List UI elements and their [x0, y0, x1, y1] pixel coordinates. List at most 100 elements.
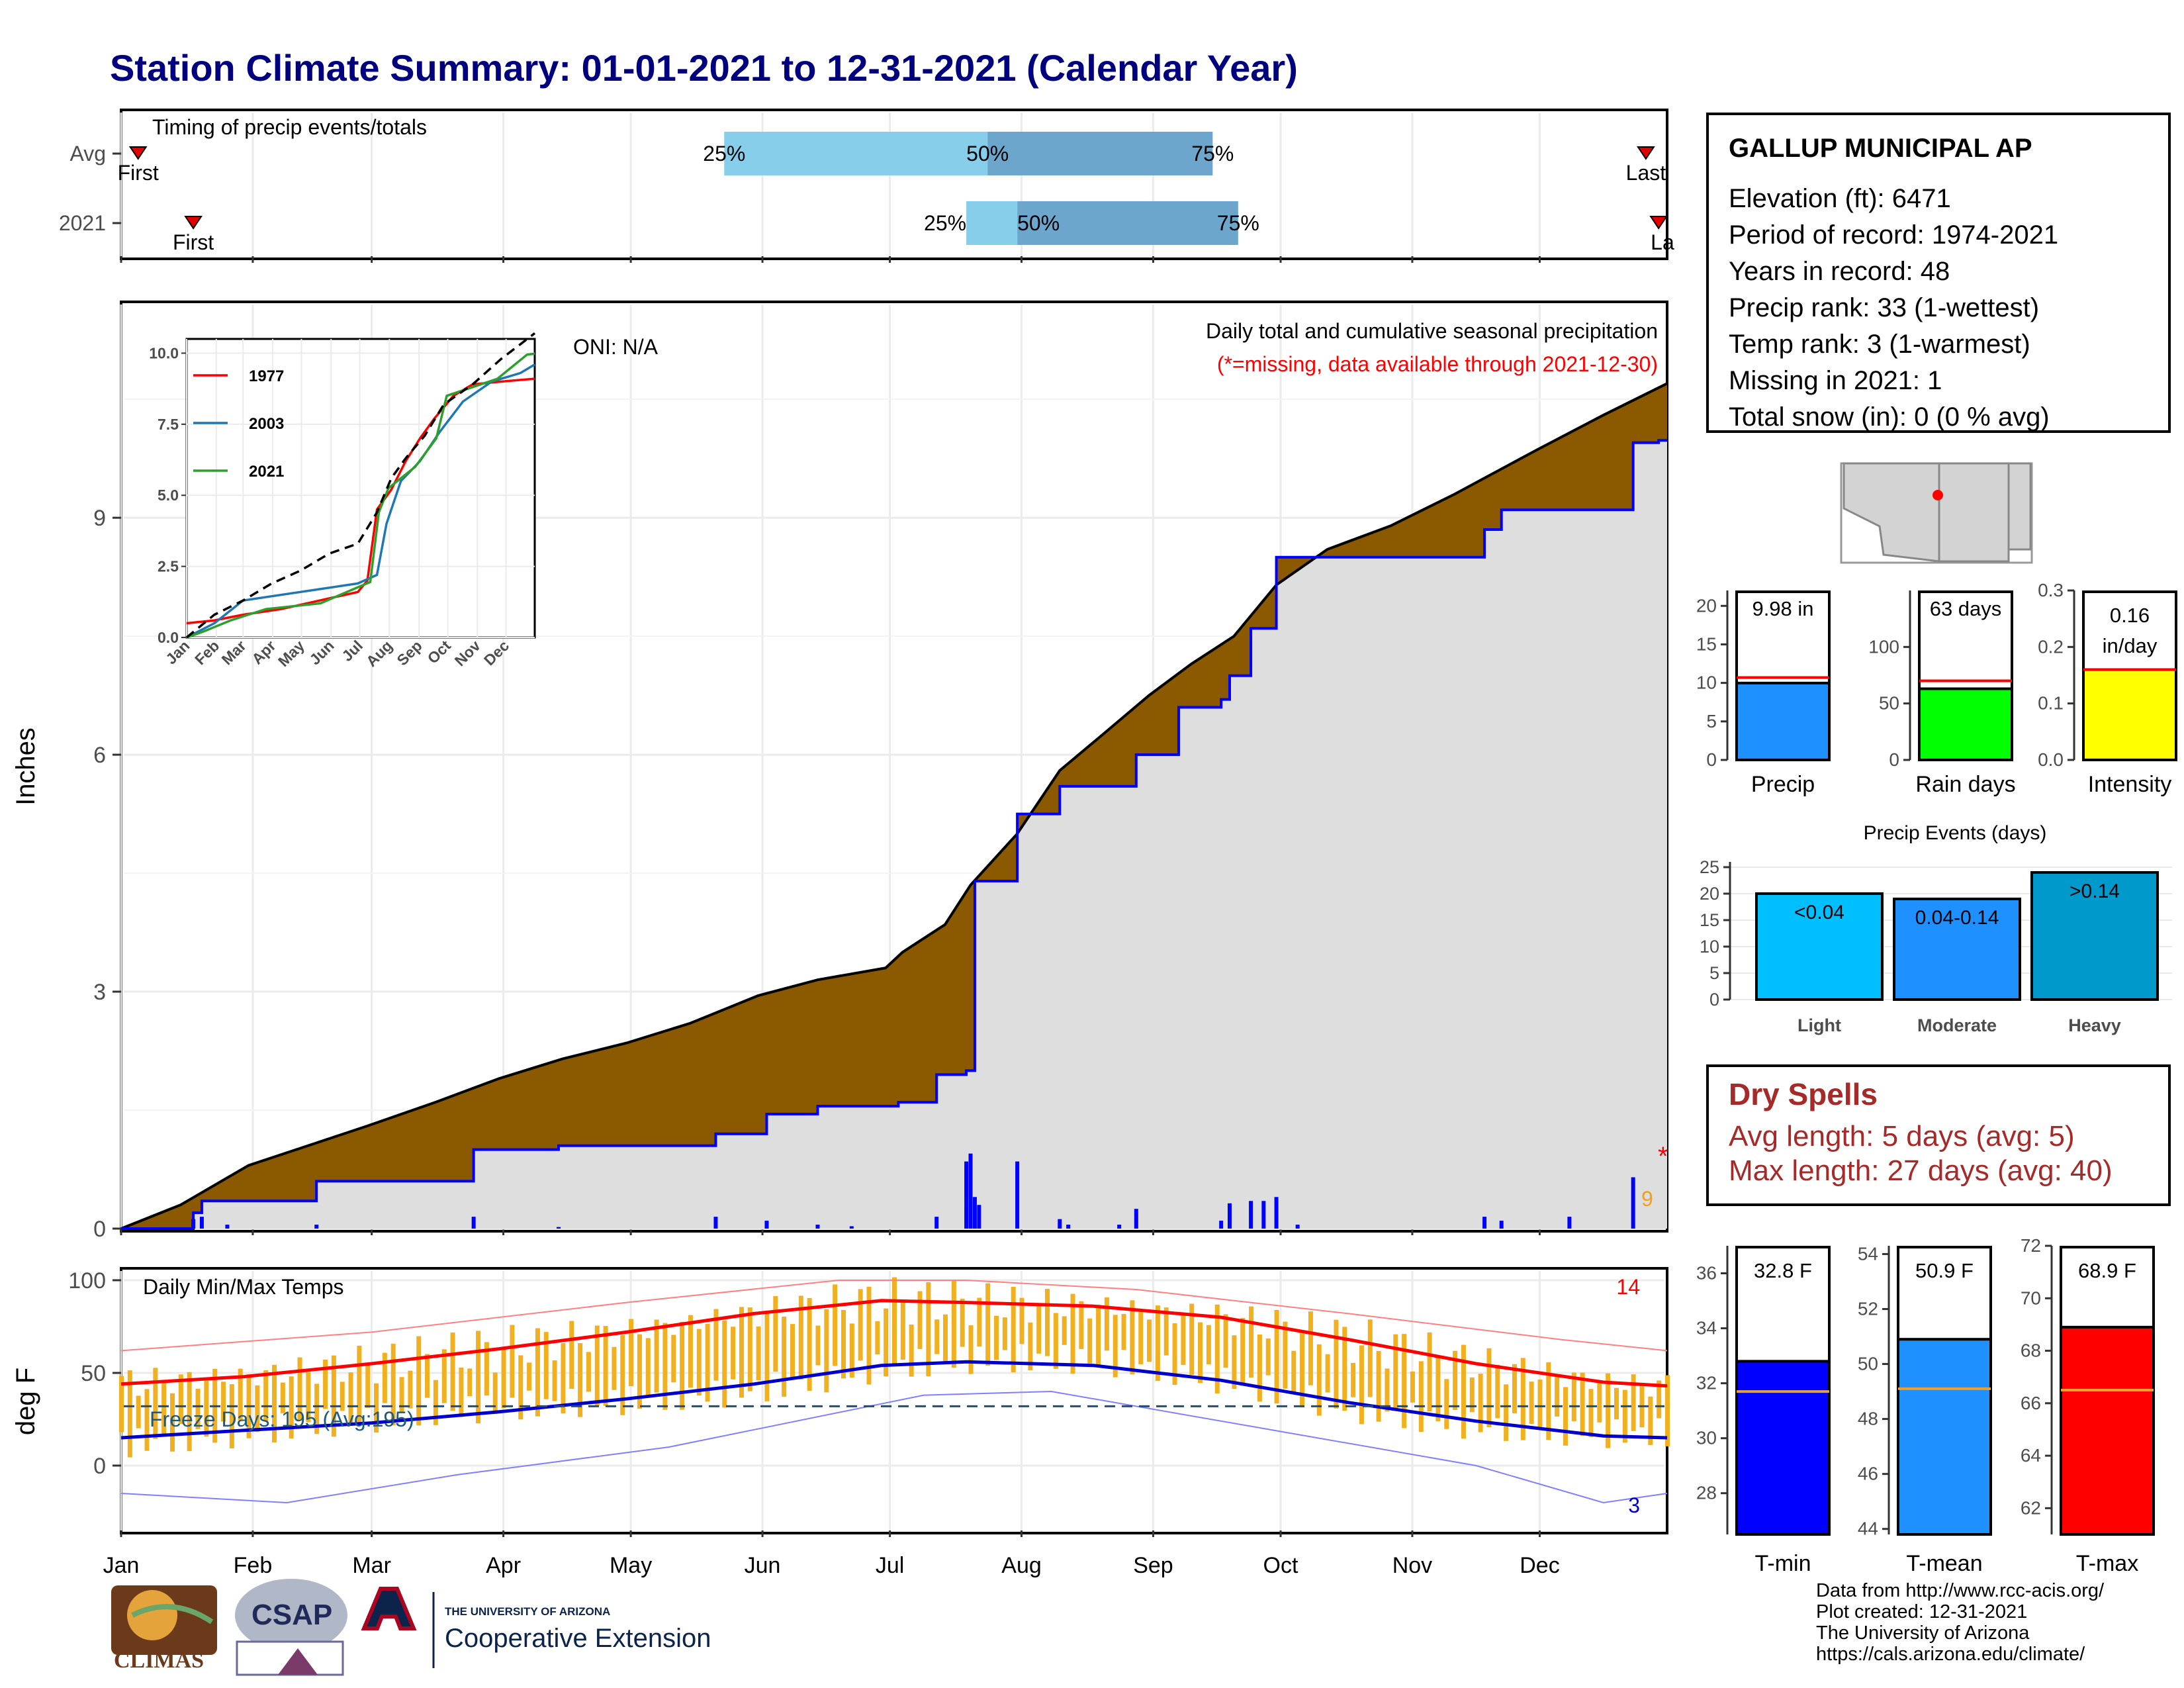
daily-temp-bar: [926, 1282, 931, 1377]
daily-temp-bar: [790, 1324, 795, 1379]
daily-temp-bar: [535, 1328, 540, 1417]
record-high-count: 14: [1616, 1275, 1640, 1299]
daily-temp-bar: [985, 1283, 991, 1366]
events-bar-label: >0.14: [2070, 880, 2120, 902]
freeze-label: Freeze Days: 195 (Avg:195): [150, 1407, 414, 1431]
daily-temp-bar: [1606, 1373, 1611, 1448]
daily-temp-bar: [1402, 1334, 1407, 1429]
gauge-y-tick-label: 52: [1858, 1299, 1878, 1319]
y-tick-label: 25: [1700, 857, 1719, 877]
temp-panel: 0 50 100 Daily Min/Max Temps Freeze Days: …: [11, 1267, 1670, 1537]
daily-temp-bar: [594, 1325, 600, 1406]
timing-q25-label: 25%: [703, 142, 745, 165]
precip-gauge-bar: [2082, 668, 2177, 762]
cum-2021-line: [121, 439, 1667, 1230]
daily-temp-bar: [229, 1384, 234, 1448]
daily-precip-bar: [314, 1225, 319, 1229]
ua-large-text: Cooperative Extension: [445, 1624, 711, 1653]
timing-title: Timing of precip events/totals: [152, 115, 427, 139]
cum-title: Daily total and cumulative seasonal prec…: [1206, 319, 1658, 343]
gauge-y-tick-label: 15: [1696, 633, 1717, 654]
daily-temp-bar: [833, 1284, 838, 1366]
daily-precip-bar: [1631, 1177, 1635, 1229]
inset-series-line: [186, 352, 535, 639]
daily-temp-bar: [1622, 1389, 1627, 1443]
daily-temp-bar: [348, 1372, 353, 1425]
daily-temp-bar: [1478, 1374, 1483, 1432]
daily-temp-bar: [170, 1393, 175, 1452]
daily-temp-bar: [1265, 1338, 1271, 1376]
daily-temp-bar: [501, 1347, 506, 1409]
gauge-y-tick-label: 0.2: [2038, 636, 2064, 657]
daily-temp-bar: [705, 1323, 710, 1402]
events-title: Precip Events (days): [1864, 822, 2047, 844]
timing-q25-label: 25%: [924, 211, 966, 235]
daily-temp-bar: [1121, 1313, 1126, 1350]
precip-events-panel: Precip Events (days) 0 5 10 15 20 25 <0.04 Ligh…: [1700, 822, 2172, 1035]
daily-temp-bar: [1206, 1325, 1211, 1364]
credit-line: Plot created: 12-31-2021: [1816, 1601, 2028, 1622]
gauge-value-label: 63 days: [1930, 597, 2002, 620]
gauge-y-tick-label: 48: [1858, 1409, 1878, 1429]
daily-temp-bar: [662, 1323, 668, 1410]
inset-legend-label: 2003: [249, 415, 284, 433]
dry-spells-avg: Avg length: 5 days (avg: 5): [1729, 1120, 2075, 1152]
gauge-y-tick-label: 70: [2021, 1288, 2041, 1308]
daily-precip-bar: [1274, 1197, 1279, 1229]
gauge-value-label: 32.8 F: [1754, 1259, 1812, 1282]
daily-temp-bar: [782, 1317, 787, 1397]
inset-y-tick-label: 7.5: [158, 416, 179, 433]
first-event-label: First: [118, 161, 159, 185]
daily-temp-bar: [680, 1321, 685, 1410]
daily-temp-bar: [204, 1381, 209, 1437]
station-snow: Total snow (in): 0 (0 % avg): [1729, 402, 2050, 432]
daily-temp-bar: [1155, 1305, 1160, 1382]
daily-temp-bar: [951, 1280, 956, 1368]
daily-temp-bar: [696, 1329, 702, 1396]
y-tick-label: 20: [1700, 884, 1719, 904]
credits: Data from http://www.rcc-acis.org/ Plot …: [1816, 1580, 2104, 1665]
daily-temp-bar: [1028, 1322, 1033, 1371]
daily-temp-bar: [1113, 1315, 1118, 1378]
credit-line: The University of Arizona: [1816, 1622, 2030, 1644]
precip-gauge-bar: [1918, 687, 2013, 761]
station-info-box: GALLUP MUNICIPAL AP Elevation (ft): 6471…: [1706, 113, 2171, 433]
gauge-y-tick-label: 66: [2021, 1393, 2041, 1413]
daily-temp-bar: [1079, 1301, 1084, 1349]
month-tick-label: Aug: [1001, 1553, 1042, 1578]
daily-temp-bar: [764, 1313, 770, 1401]
daily-temp-bar: [238, 1368, 243, 1421]
gauge-value-label: 68.9 F: [2078, 1259, 2136, 1282]
daily-temp-bar: [1453, 1350, 1458, 1410]
timing-q50-label: 50%: [1017, 211, 1060, 235]
timing-bar-q50-q75: [1017, 201, 1238, 245]
gauge-y-tick-label: 30: [1696, 1428, 1717, 1448]
daily-temp-bar: [518, 1355, 523, 1420]
daily-temp-bar: [374, 1383, 379, 1433]
daily-temp-bar: [221, 1382, 226, 1422]
daily-temp-bar: [306, 1372, 311, 1423]
daily-precip-bar: [1219, 1221, 1224, 1229]
daily-temp-bar: [1325, 1354, 1330, 1393]
gauge-y-tick-label: 36: [1696, 1263, 1717, 1284]
gauge-y-tick-label: 0.1: [2038, 693, 2064, 714]
month-tick-label: Mar: [352, 1553, 391, 1578]
daily-precip-bar: [934, 1217, 939, 1229]
daily-temp-bar: [1537, 1380, 1543, 1427]
daily-precip-bar: [972, 1197, 977, 1229]
daily-temp-bar: [739, 1307, 744, 1398]
daily-temp-bar: [747, 1307, 752, 1391]
gauge-label: T-max: [2076, 1551, 2138, 1576]
dry-spells-box: Dry Spells Avg length: 5 days (avg: 5) M…: [1706, 1064, 2171, 1206]
timing-q50-label: 50%: [966, 142, 1009, 165]
avg-min-line: [120, 1360, 1668, 1440]
temp-gauge-bar: [2060, 1325, 2155, 1536]
ua-logo: [361, 1587, 435, 1668]
daily-temp-bar: [161, 1382, 167, 1434]
events-category-label: Light: [1797, 1015, 1841, 1035]
daily-temp-bar: [187, 1372, 192, 1452]
daily-temp-bar: [841, 1309, 846, 1379]
daily-precip-bar: [1066, 1225, 1071, 1229]
daily-temp-bar: [459, 1367, 464, 1417]
daily-temp-bar: [1223, 1314, 1228, 1368]
